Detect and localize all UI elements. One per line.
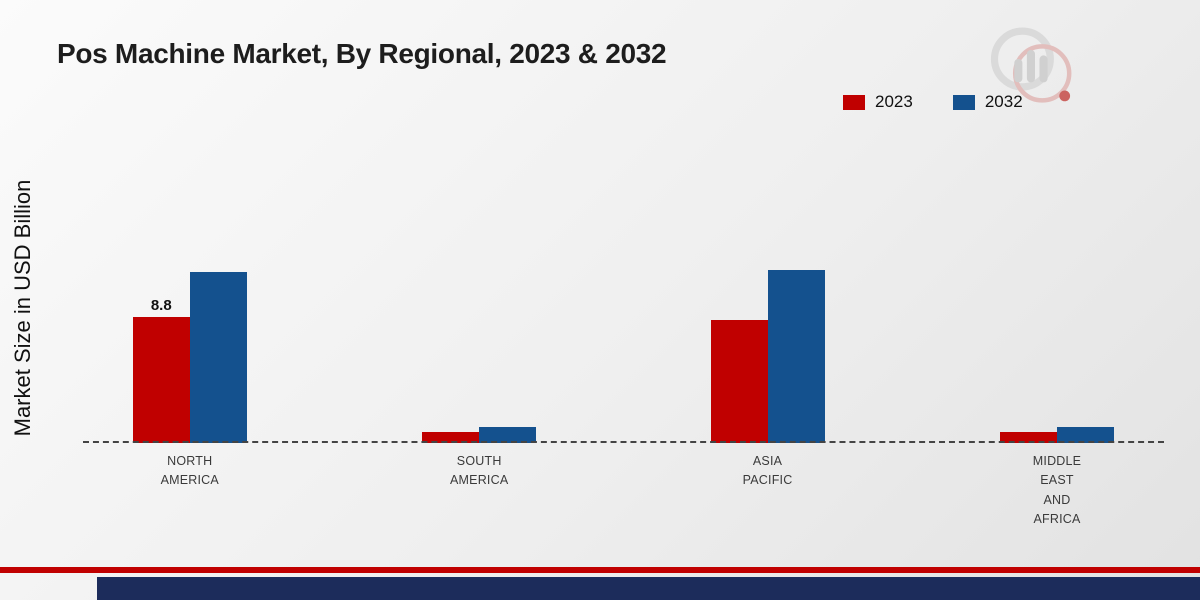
- bar-2023-north-america: [132, 317, 190, 443]
- legend-swatch-2023: [843, 94, 865, 110]
- value-label-north-america: 8.8: [150, 297, 172, 314]
- bar-2023-south-america: [422, 432, 480, 443]
- footer-bar: [97, 577, 1200, 600]
- bar-group-asia-pacific: [710, 270, 825, 443]
- bar-2023-asia-pacific: [710, 320, 768, 443]
- bar-2023-middle-east-and-africa: [1000, 432, 1057, 443]
- bar-2032-south-america: [479, 427, 537, 443]
- bar-group-north-america: 8.8: [132, 272, 247, 443]
- footer-accent-stripe: [0, 567, 1200, 573]
- legend-item-2023: 2023: [843, 92, 913, 112]
- category-label-south-america: SOUTH AMERICA: [450, 454, 509, 488]
- legend-label: 2023: [875, 92, 913, 111]
- legend-swatch-2032: [952, 94, 975, 110]
- legend: 2023 2032: [843, 92, 1023, 112]
- category-label-north-america: NORTH AMERICA: [160, 454, 219, 488]
- bar-group-middle-east-and-africa: [1000, 427, 1114, 443]
- bars-asia-pacific: [710, 270, 825, 443]
- bar-2032-middle-east-and-africa: [1057, 427, 1114, 443]
- bar-2032-asia-pacific: [767, 270, 825, 443]
- plot-area: 8.8: [85, 243, 1165, 443]
- logo-bar-icon: [1026, 50, 1035, 83]
- legend-label: 2032: [984, 92, 1023, 111]
- y-axis-label: Market Size in USD Billion: [10, 179, 35, 437]
- bar-2032-north-america: [189, 272, 247, 443]
- chart-title: Pos Machine Market, By Regional, 2023 & …: [57, 38, 667, 69]
- legend-item-2032: 2032: [952, 92, 1023, 112]
- bars-north-america: 8.8: [132, 272, 247, 443]
- logo-bar-icon: [1014, 59, 1023, 83]
- logo-dot-icon: [1059, 90, 1071, 102]
- category-label-middle-east-and-africa: MIDDLE EAST AND AFRICA: [1032, 454, 1082, 527]
- category-label-asia-pacific: ASIA PACIFIC: [742, 454, 793, 488]
- bar-group-south-america: [422, 427, 537, 443]
- bars-south-america: [422, 427, 537, 443]
- y-axis: Market Size in USD Billion: [0, 0, 46, 600]
- bars-middle-east-and-africa: [1000, 427, 1114, 443]
- x-axis-baseline: [83, 441, 1164, 443]
- logo-bar-icon: [1039, 55, 1048, 83]
- market-research-future-logo: [990, 27, 1072, 103]
